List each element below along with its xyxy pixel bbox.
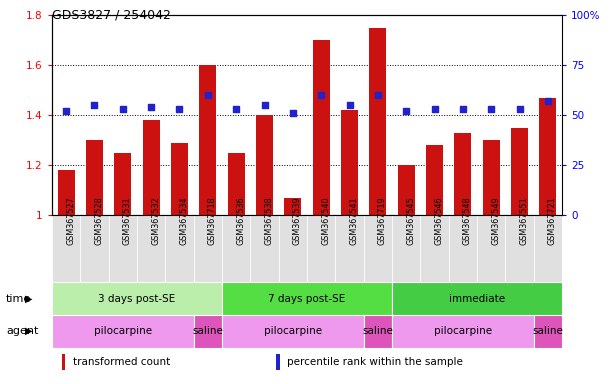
Text: GSM367540: GSM367540 — [321, 196, 330, 245]
Text: immediate: immediate — [449, 293, 505, 304]
Point — [146, 104, 156, 110]
Bar — [420, 215, 448, 282]
Point — [90, 102, 100, 108]
Bar — [109, 215, 137, 282]
Point — [203, 92, 213, 98]
Text: pilocarpine: pilocarpine — [434, 326, 492, 336]
Text: GSM367528: GSM367528 — [95, 196, 103, 245]
Bar — [52, 315, 194, 348]
Bar — [335, 215, 364, 282]
Text: ▶: ▶ — [25, 326, 32, 336]
Bar — [251, 215, 279, 282]
Point — [373, 92, 382, 98]
Bar — [284, 197, 301, 215]
Bar — [370, 28, 386, 215]
Text: percentile rank within the sample: percentile rank within the sample — [287, 357, 463, 367]
Point — [288, 110, 298, 116]
Point — [316, 92, 326, 98]
Bar — [137, 215, 166, 282]
Bar — [52, 282, 222, 315]
Text: GSM367719: GSM367719 — [378, 196, 387, 245]
Bar — [86, 140, 103, 215]
Bar — [194, 215, 222, 282]
Bar — [142, 120, 159, 215]
Text: GSM367546: GSM367546 — [434, 196, 444, 245]
Bar — [455, 132, 472, 215]
Text: GSM367534: GSM367534 — [180, 196, 188, 245]
Bar — [505, 215, 534, 282]
Text: agent: agent — [6, 326, 38, 336]
Point — [430, 106, 439, 112]
Point — [486, 106, 496, 112]
Text: GSM367539: GSM367539 — [293, 196, 302, 245]
Bar — [222, 315, 364, 348]
Text: transformed count: transformed count — [73, 357, 170, 367]
Bar — [540, 98, 557, 215]
Point — [458, 106, 468, 112]
Text: GSM367532: GSM367532 — [151, 196, 160, 245]
Bar — [57, 170, 75, 215]
Text: ▶: ▶ — [25, 293, 32, 304]
Bar — [80, 215, 109, 282]
Text: GSM367548: GSM367548 — [463, 196, 472, 245]
Text: GSM367721: GSM367721 — [548, 196, 557, 245]
Bar — [483, 140, 500, 215]
Bar — [228, 152, 244, 215]
Text: pilocarpine: pilocarpine — [93, 326, 152, 336]
Bar — [279, 215, 307, 282]
Bar — [256, 115, 273, 215]
Text: GDS3827 / 254042: GDS3827 / 254042 — [52, 8, 171, 21]
Text: 7 days post-SE: 7 days post-SE — [268, 293, 346, 304]
Point — [260, 102, 269, 108]
Bar — [307, 215, 335, 282]
Point — [401, 108, 411, 114]
Point — [118, 106, 128, 112]
Bar — [194, 315, 222, 348]
Text: GSM367538: GSM367538 — [265, 196, 274, 245]
Bar — [392, 282, 562, 315]
Text: pilocarpine: pilocarpine — [264, 326, 322, 336]
Bar — [511, 127, 528, 215]
Bar — [398, 165, 415, 215]
Text: saline: saline — [533, 326, 563, 336]
Text: GSM367545: GSM367545 — [406, 196, 415, 245]
Bar — [114, 152, 131, 215]
Bar — [166, 215, 194, 282]
Text: GSM367541: GSM367541 — [349, 196, 359, 245]
Point — [543, 98, 553, 104]
Text: GSM367718: GSM367718 — [208, 196, 217, 245]
Bar — [477, 215, 505, 282]
Bar — [62, 354, 65, 370]
Bar — [392, 215, 420, 282]
Bar — [364, 215, 392, 282]
Text: saline: saline — [192, 326, 223, 336]
Point — [232, 106, 241, 112]
Bar — [364, 315, 392, 348]
Bar — [426, 145, 443, 215]
Bar — [448, 215, 477, 282]
Text: saline: saline — [362, 326, 393, 336]
Bar — [313, 40, 330, 215]
Bar — [222, 282, 392, 315]
Bar — [222, 215, 251, 282]
Text: GSM367527: GSM367527 — [66, 196, 75, 245]
Point — [514, 106, 524, 112]
Bar — [276, 354, 280, 370]
Bar — [534, 315, 562, 348]
Text: GSM367551: GSM367551 — [519, 196, 529, 245]
Bar — [52, 215, 80, 282]
Bar — [171, 143, 188, 215]
Bar — [392, 315, 534, 348]
Point — [345, 102, 354, 108]
Point — [61, 108, 71, 114]
Text: GSM367549: GSM367549 — [491, 196, 500, 245]
Text: GSM367531: GSM367531 — [123, 196, 132, 245]
Text: time: time — [6, 293, 31, 304]
Point — [175, 106, 185, 112]
Text: GSM367536: GSM367536 — [236, 196, 245, 245]
Bar — [341, 110, 358, 215]
Text: 3 days post-SE: 3 days post-SE — [98, 293, 175, 304]
Bar — [199, 65, 216, 215]
Bar — [534, 215, 562, 282]
